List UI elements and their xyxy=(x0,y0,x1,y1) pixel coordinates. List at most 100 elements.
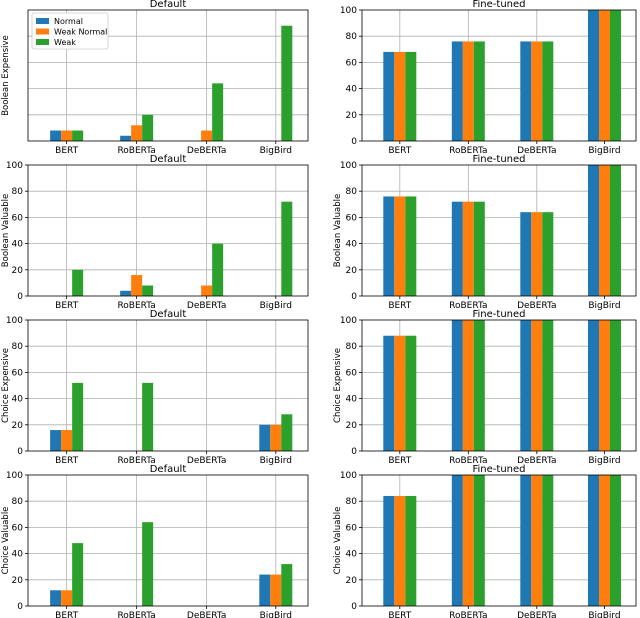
x-tick-label: RoBERTa xyxy=(449,611,487,618)
bar-weak-bert xyxy=(405,196,417,296)
y-tick-label: 100 xyxy=(6,316,23,326)
legend-swatch xyxy=(36,39,49,45)
y-tick-label: 0 xyxy=(351,602,357,612)
bar-weak-normal-roberta xyxy=(131,275,143,296)
y-tick-label: 0 xyxy=(17,602,23,612)
x-tick-label: DeBERTa xyxy=(187,611,226,618)
y-tick-label: 0 xyxy=(351,137,357,147)
y-tick-label: 100 xyxy=(340,161,357,171)
bar-normal-bert xyxy=(50,430,62,451)
bar-normal-bert xyxy=(383,196,395,296)
gridlines xyxy=(28,165,308,296)
y-axis-label: Boolean Expensive xyxy=(1,35,11,116)
bar-normal-bert xyxy=(50,590,62,606)
y-tick-label: 60 xyxy=(12,368,24,378)
y-tick-label: 60 xyxy=(12,213,24,223)
bars xyxy=(50,522,293,606)
bar-weak-normal-deberta xyxy=(531,41,543,141)
bar-weak-normal-deberta xyxy=(531,212,543,296)
x-tick-label: BigBird xyxy=(588,456,620,466)
bar-normal-bigbird xyxy=(259,574,271,606)
bar-weak-bert xyxy=(405,495,417,606)
x-tick-label: BERT xyxy=(388,611,411,618)
bars xyxy=(50,382,293,451)
axes-frame xyxy=(361,9,637,142)
bar-normal-roberta xyxy=(451,41,463,141)
y-tick-label: 40 xyxy=(12,550,24,560)
bar-weak-normal-deberta xyxy=(531,320,543,451)
bar-normal-deberta xyxy=(520,41,532,141)
x-tick-label: RoBERTa xyxy=(117,301,155,311)
bars xyxy=(383,475,621,606)
bar-weak-normal-roberta xyxy=(462,41,474,141)
bar-weak-bigbird xyxy=(609,10,621,141)
bar-normal-bigbird xyxy=(587,165,599,296)
x-tick-label: RoBERTa xyxy=(449,301,487,311)
bar-weak-bert xyxy=(72,130,84,141)
bar-weak-normal-bert xyxy=(394,51,406,141)
bar-weak-normal-bigbird xyxy=(270,574,282,606)
chart-title: Fine-tuned xyxy=(473,0,526,10)
y-axis-label: Choice Valuable xyxy=(333,507,343,575)
y-tick-label: 100 xyxy=(340,316,357,326)
y-tick-label: 20 xyxy=(346,111,358,121)
y-tick-label: 40 xyxy=(346,240,358,250)
x-tick-label: BigBird xyxy=(588,611,620,618)
chart-title: Fine-tuned xyxy=(473,309,526,320)
chart-title: Default xyxy=(150,154,187,165)
y-tick-label: 40 xyxy=(12,395,24,405)
axes-frame xyxy=(361,164,637,297)
chart-title: Fine-tuned xyxy=(473,154,526,165)
bar-weak-bert xyxy=(405,335,417,451)
bar-weak-normal-bert xyxy=(61,590,73,606)
chart-title: Default xyxy=(150,309,187,320)
bar-weak-normal-roberta xyxy=(462,475,474,606)
bar-normal-roberta xyxy=(120,290,132,296)
bar-weak-bigbird xyxy=(281,414,293,451)
y-tick-label: 0 xyxy=(17,292,23,302)
chart-panel-1: BERT RoBERTa DeBERTa BigBird Default Boolean … xyxy=(1,0,309,156)
y-tick-label: 40 xyxy=(346,395,358,405)
chart-panel-8: 0 20 40 60 80 100 BERT RoBERTa DeBERTa BigBird Fin… xyxy=(333,464,637,618)
x-tick-label: BigBird xyxy=(260,456,292,466)
bar-normal-roberta xyxy=(120,135,132,141)
x-tick-label: BERT xyxy=(388,301,411,311)
bar-weak-normal-bert xyxy=(394,335,406,451)
chart-panel-5: 0 20 40 60 80 100 BERT RoBERTa DeBERTa BigBird Def… xyxy=(1,309,309,466)
x-tick-label: RoBERTa xyxy=(117,456,155,466)
y-tick-label: 60 xyxy=(346,523,358,533)
y-tick-label: 20 xyxy=(346,576,358,586)
x-tick-label: DeBERTa xyxy=(187,301,226,311)
bar-weak-normal-bigbird xyxy=(270,424,282,451)
x-tick-label: RoBERTa xyxy=(449,456,487,466)
y-tick-label: 20 xyxy=(12,266,24,276)
bar-weak-deberta xyxy=(212,243,224,296)
y-tick-label: 0 xyxy=(351,292,357,302)
bar-weak-bert xyxy=(72,269,84,296)
bar-normal-bigbird xyxy=(587,10,599,141)
x-tick-label: RoBERTa xyxy=(117,611,155,618)
chart-panel-7: 0 20 40 60 80 100 BERT RoBERTa DeBERTa BigBird Def… xyxy=(1,464,309,618)
bar-weak-normal-bert xyxy=(394,495,406,606)
x-tick-label: DeBERTa xyxy=(517,456,556,466)
y-tick-label: 60 xyxy=(346,213,358,223)
x-tick-label: BERT xyxy=(55,456,78,466)
bar-weak-roberta xyxy=(142,285,154,296)
y-tick-label: 40 xyxy=(346,550,358,560)
bars xyxy=(383,10,621,141)
bar-normal-bert xyxy=(383,51,395,141)
y-tick-label: 60 xyxy=(346,58,358,68)
y-tick-label: 20 xyxy=(346,266,358,276)
x-tick-label: BERT xyxy=(55,611,78,618)
y-tick-label: 80 xyxy=(346,187,358,197)
axes-frame xyxy=(27,474,309,607)
bar-weak-bigbird xyxy=(609,475,621,606)
bar-weak-deberta xyxy=(542,212,554,296)
bar-weak-bigbird xyxy=(281,25,293,141)
chart-panel-3: 0 20 40 60 80 100 BERT RoBERTa DeBERTa BigBird Def… xyxy=(1,154,309,311)
chart-panel-4: 0 20 40 60 80 100 BERT RoBERTa DeBERTa BigBird Fin… xyxy=(333,154,637,311)
bar-normal-bigbird xyxy=(587,475,599,606)
bar-weak-normal-deberta xyxy=(201,285,213,296)
